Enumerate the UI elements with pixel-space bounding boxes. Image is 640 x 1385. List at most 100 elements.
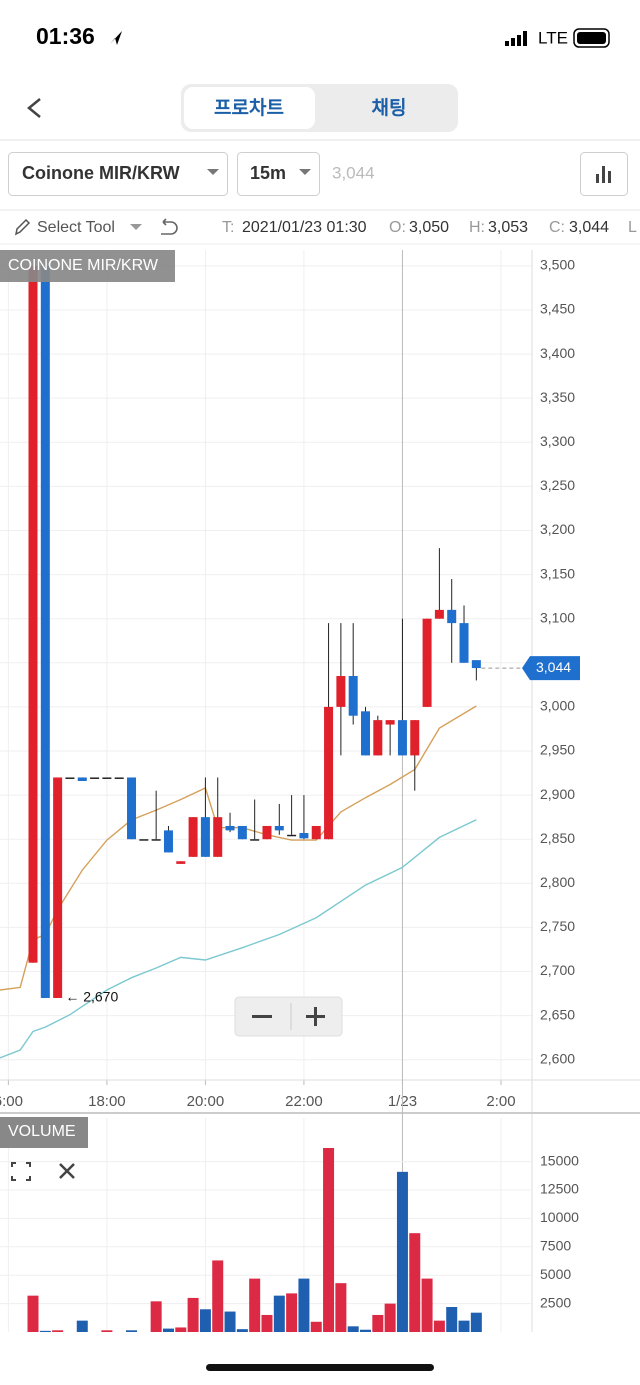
last-price-tag: [522, 656, 580, 681]
y-tick-label: 15000: [540, 1152, 579, 1168]
volume-bar: [470, 1312, 482, 1332]
y-tick-label: 3,200: [540, 521, 575, 537]
pane-title: VOLUME: [8, 1123, 76, 1140]
volume-bar: [286, 1293, 298, 1332]
volume-bar: [76, 1320, 88, 1332]
close-icon[interactable]: [59, 1163, 75, 1179]
undo-icon[interactable]: [161, 218, 178, 235]
candle-body: [53, 777, 63, 998]
legend-key: T:: [222, 219, 234, 236]
volume-bar: [162, 1328, 174, 1332]
volume-bar: [310, 1321, 322, 1332]
legend-value: 3,044: [569, 219, 609, 236]
battery-level: [577, 32, 606, 44]
price-annotation: ← 2,670: [65, 989, 118, 1005]
y-tick-label: 2,900: [540, 786, 575, 802]
candle-body: [237, 825, 247, 840]
x-tick-label: 20:00: [187, 1093, 225, 1110]
fullscreen-icon[interactable]: [11, 1162, 31, 1181]
moving-average: [0, 705, 477, 991]
pane-label-bg: [0, 250, 175, 282]
location-icon: [110, 31, 122, 45]
price-input[interactable]: 3,044: [332, 163, 375, 182]
zoom-in[interactable]: [306, 1007, 325, 1026]
volume-bar: [52, 1330, 64, 1332]
y-tick-label: 3,150: [540, 565, 575, 581]
dropdown-arrow: [299, 169, 311, 175]
candle-body: [471, 660, 481, 669]
battery: [573, 28, 610, 48]
back-button[interactable]: [27, 98, 41, 118]
volume-bar: [187, 1297, 199, 1332]
candle-body: [139, 839, 149, 841]
y-tick-label: 2,700: [540, 962, 575, 978]
y-tick-label: 2,600: [540, 1050, 575, 1066]
status-time: 01:36: [36, 23, 95, 49]
candle-body: [336, 676, 346, 707]
candle-body: [299, 833, 309, 839]
symbol-select[interactable]: [8, 152, 228, 196]
candle-body: [151, 839, 161, 841]
legend-value: 3,053: [488, 219, 528, 236]
volume-bar: [396, 1171, 408, 1332]
y-tick-label: 3,350: [540, 389, 575, 405]
volume-bar: [335, 1283, 347, 1332]
candle-body: [410, 720, 420, 756]
legend-value: 2021/01/23 01:30: [242, 219, 367, 236]
interval-select[interactable]: [237, 152, 320, 196]
volume-bar: [273, 1295, 285, 1332]
select-tool[interactable]: Select Tool: [37, 219, 115, 236]
y-tick-label: 10000: [540, 1209, 579, 1225]
y-tick-label: 3,450: [540, 301, 575, 317]
y-tick-label: 2,650: [540, 1006, 575, 1022]
y-tick-label: 2,950: [540, 742, 575, 758]
candle-body: [324, 706, 334, 840]
candle-body: [348, 676, 358, 716]
candle-body: [459, 623, 469, 663]
candle-body: [176, 861, 186, 864]
candle-body: [163, 830, 173, 853]
ohlc-legend: T: 2021/01/23 01:30 O: 3,050 H: 3,053 C: 3,044: [222, 219, 609, 236]
y-tick-label: 3,100: [540, 609, 575, 625]
candle-body: [250, 839, 260, 841]
candle-body: [287, 834, 297, 837]
volume-bar: [175, 1327, 187, 1332]
pane-label-bg: [0, 1117, 88, 1148]
candle-body: [90, 777, 100, 779]
candle-body: [127, 777, 137, 840]
pencil-icon: [14, 218, 31, 236]
volume-bar: [199, 1309, 211, 1332]
zoom-out[interactable]: [252, 1015, 272, 1018]
signal-icon: [505, 31, 527, 46]
volume-bar: [372, 1314, 384, 1332]
tab[interactable]: 채팅: [372, 97, 407, 119]
volume-bar: [126, 1330, 138, 1332]
tab[interactable]: 프로차트: [214, 97, 284, 119]
x-tick-label: 2:00: [486, 1093, 515, 1110]
legend-key: O:: [389, 219, 406, 236]
legend-value: 3,050: [409, 219, 449, 236]
candle-body: [361, 711, 371, 756]
legend-key: L: [628, 219, 637, 236]
candle-body: [225, 825, 235, 831]
home-indicator: [206, 1364, 434, 1371]
candle-body: [28, 265, 38, 963]
y-tick-label: 5000: [540, 1266, 571, 1282]
volume-bar: [236, 1329, 248, 1332]
moving-average: [0, 819, 477, 1059]
volume-bar: [249, 1278, 261, 1332]
volume-bar: [298, 1278, 310, 1332]
x-tick-label: 22:00: [285, 1093, 323, 1110]
volume-bar: [212, 1260, 224, 1332]
zoom-control: [234, 996, 343, 1037]
y-tick-label: 3,250: [540, 477, 575, 493]
volume-bar: [458, 1320, 470, 1332]
candle-body: [373, 720, 383, 756]
volume-bar: [360, 1329, 372, 1332]
interval: 15m: [250, 163, 286, 183]
volume-bar: [384, 1303, 396, 1332]
candle-body: [200, 817, 210, 857]
volume-bar: [409, 1233, 421, 1332]
candle-body: [422, 618, 432, 707]
